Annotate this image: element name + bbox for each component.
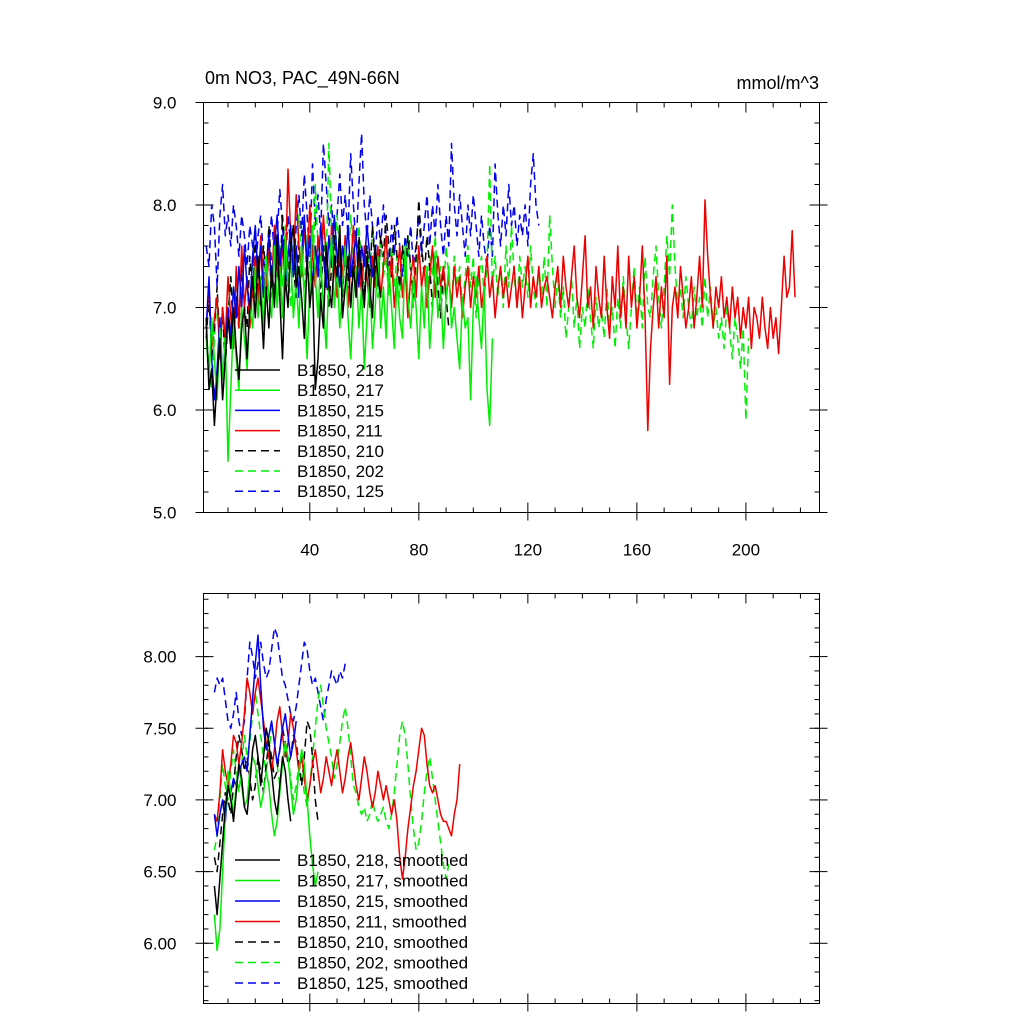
y-tick-label: 8.0 <box>153 196 177 215</box>
bottom-ticks: 6.00 6.50 7.00 7.50 8.00 <box>143 593 828 1012</box>
bottom-plot-frame <box>203 593 820 1004</box>
y-tick-label: 8.00 <box>143 648 176 667</box>
series-line-b1850-215 <box>205 214 376 401</box>
series-group <box>213 627 461 952</box>
y-tick-label: 9.0 <box>153 94 177 113</box>
legend-label: B1850, 211 <box>297 422 383 441</box>
x-tick-label: 80 <box>409 541 428 560</box>
bottom-series-lines <box>213 627 461 952</box>
legend-label: B1850, 202, smoothed <box>297 954 468 973</box>
x-tick-label: 120 <box>514 541 542 560</box>
series-line-b1850-125 <box>205 132 540 288</box>
legend-label: B1850, 210 <box>297 442 384 461</box>
y-tick-label: 6.00 <box>143 934 176 953</box>
top-plot-frame <box>203 102 820 513</box>
series-line-b1850-211-smoothed <box>213 677 461 880</box>
top-panel: 0m NO3, PAC_49N-66N mmol/m^3 40 80 120 160 2… <box>153 68 828 560</box>
series-line-b1850-210 <box>205 199 450 370</box>
x-tick-label: 200 <box>732 541 760 560</box>
top-ticks: 40 80 120 160 200 5.0 6.0 7.0 8.0 9.0 <box>153 94 828 560</box>
legend-label: B1850, 125 <box>297 482 384 501</box>
series-group <box>205 132 796 463</box>
legend-label: B1850, 218 <box>297 361 384 380</box>
legend-label: B1850, 125, smoothed <box>297 974 468 993</box>
series-line-b1850-125-smoothed <box>213 627 346 737</box>
y-tick-label: 5.0 <box>153 504 177 523</box>
y-tick-label: 7.0 <box>153 299 177 318</box>
y-tick-label: 6.50 <box>143 863 176 882</box>
bottom-legend: B1850, 218, smoothed B1850, 217, smoothed… <box>235 851 468 993</box>
series-line-b1850-210-smoothed <box>213 720 319 873</box>
top-units: mmol/m^3 <box>737 73 819 93</box>
legend-label: B1850, 211, smoothed <box>297 913 467 932</box>
x-tick-label: 160 <box>623 541 651 560</box>
y-tick-label: 7.50 <box>143 719 176 738</box>
series-line-b1850-217-smoothed <box>213 741 319 952</box>
top-title: 0m NO3, PAC_49N-66N <box>205 68 400 89</box>
series-line-b1850-218-smoothed <box>213 727 292 916</box>
bottom-panel: 6.00 6.50 7.00 7.50 8.00 B1850, 218, smoothe… <box>143 593 828 1012</box>
legend-label: B1850, 218, smoothed <box>297 851 468 870</box>
legend-label: B1850, 217 <box>297 381 384 400</box>
series-line-b1850-218 <box>205 224 382 427</box>
x-tick-label: 40 <box>300 541 319 560</box>
y-tick-label: 6.0 <box>153 401 177 420</box>
legend-label: B1850, 215 <box>297 401 384 420</box>
y-tick-label: 7.00 <box>143 791 176 810</box>
legend-label: B1850, 210, smoothed <box>297 933 468 952</box>
top-series-lines <box>205 132 796 463</box>
legend-label: B1850, 215, smoothed <box>297 892 468 911</box>
legend-label: B1850, 202 <box>297 462 384 481</box>
legend-label: B1850, 217, smoothed <box>297 872 468 891</box>
